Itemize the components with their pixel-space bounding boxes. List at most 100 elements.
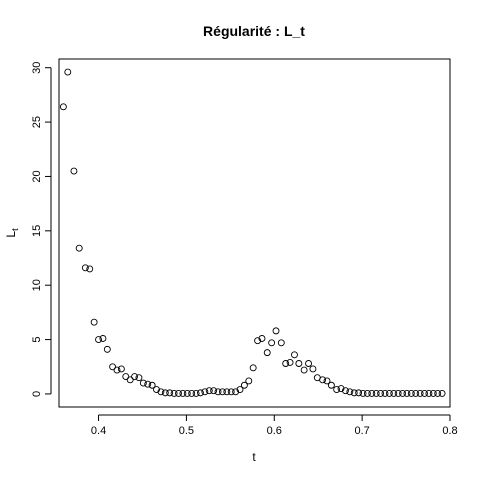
- data-point: [394, 389, 402, 397]
- data-point: [403, 389, 411, 397]
- data-points: [59, 68, 446, 397]
- data-point: [263, 349, 271, 357]
- data-point: [434, 389, 442, 397]
- data-point: [346, 388, 354, 396]
- data-point: [272, 327, 280, 335]
- data-point: [350, 389, 358, 397]
- data-point: [291, 351, 298, 359]
- data-point: [201, 388, 209, 396]
- data-point: [277, 339, 285, 347]
- data-point: [59, 103, 67, 111]
- data-point: [236, 386, 244, 394]
- data-point: [232, 388, 240, 396]
- data-point: [425, 389, 433, 397]
- data-point: [170, 389, 178, 397]
- data-point: [131, 373, 139, 380]
- data-point: [90, 318, 98, 326]
- data-point: [372, 389, 380, 397]
- y-tick-label: 10: [31, 279, 43, 291]
- x-tick-label: 0.5: [179, 425, 194, 437]
- data-point: [327, 381, 335, 389]
- data-point: [117, 365, 125, 373]
- data-point: [438, 389, 446, 397]
- data-point: [295, 360, 303, 367]
- data-point: [197, 389, 204, 397]
- chart-title: Régularité : L_t: [203, 23, 305, 39]
- plot-frame: [58, 58, 451, 408]
- x-axis-label: t: [252, 450, 256, 464]
- data-point: [333, 386, 341, 394]
- data-point: [135, 374, 143, 382]
- data-point: [305, 360, 312, 367]
- y-tick-label: 20: [31, 170, 43, 182]
- y-tick-label: 30: [31, 62, 43, 74]
- data-point: [157, 388, 165, 396]
- x-tick-label: 0.4: [91, 425, 106, 437]
- data-point: [323, 377, 331, 385]
- data-point: [399, 389, 407, 397]
- data-point: [161, 389, 169, 397]
- data-point: [258, 335, 266, 342]
- data-point: [319, 376, 327, 384]
- data-point: [421, 389, 428, 397]
- data-point: [337, 385, 345, 392]
- data-point: [64, 68, 72, 76]
- data-point: [192, 389, 200, 397]
- data-point: [309, 365, 317, 373]
- y-tick-label: 0: [31, 391, 43, 397]
- x-tick-label: 0.7: [354, 425, 369, 437]
- data-point: [286, 358, 294, 366]
- data-point: [70, 167, 78, 175]
- y-axis-label: Lt: [4, 228, 20, 238]
- data-point: [126, 376, 134, 384]
- data-point: [407, 389, 415, 397]
- x-tick-label: 0.6: [267, 425, 282, 437]
- data-point: [377, 389, 385, 397]
- data-point: [103, 345, 111, 353]
- data-point: [368, 389, 376, 397]
- data-point: [210, 387, 218, 395]
- data-point: [249, 364, 257, 372]
- data-point: [385, 389, 393, 397]
- y-axis-label-main: L: [4, 231, 18, 238]
- data-point: [109, 363, 117, 371]
- data-point: [214, 388, 222, 396]
- data-point: [122, 373, 130, 380]
- data-point: [139, 379, 147, 387]
- data-point: [179, 389, 187, 397]
- y-axis: 0 5 10 15 20 25 30: [31, 62, 52, 397]
- y-axis-label-subscript: t: [10, 228, 20, 231]
- data-point: [429, 389, 437, 397]
- data-point: [282, 360, 290, 367]
- data-point: [300, 366, 308, 374]
- data-point: [81, 264, 89, 272]
- data-point: [268, 339, 276, 347]
- data-point: [363, 389, 371, 397]
- data-point: [416, 389, 424, 397]
- data-point: [86, 265, 94, 273]
- data-point: [175, 389, 182, 397]
- data-point: [254, 337, 262, 345]
- data-point: [245, 377, 253, 385]
- data-point: [359, 389, 367, 397]
- data-point: [166, 389, 174, 397]
- data-point: [205, 387, 213, 395]
- data-point: [188, 389, 196, 397]
- data-point: [153, 386, 160, 394]
- data-point: [148, 381, 156, 389]
- data-point: [227, 388, 235, 396]
- data-point: [355, 389, 363, 397]
- data-point: [412, 389, 420, 397]
- data-point: [113, 366, 121, 374]
- data-point: [341, 387, 349, 395]
- y-tick-label: 5: [31, 337, 43, 343]
- data-point: [390, 389, 398, 397]
- y-tick-label: 15: [31, 225, 43, 237]
- data-point: [75, 244, 83, 252]
- data-point: [223, 388, 231, 396]
- data-point: [240, 381, 248, 389]
- data-point: [144, 380, 152, 388]
- data-point: [99, 335, 107, 342]
- data-point: [381, 389, 389, 397]
